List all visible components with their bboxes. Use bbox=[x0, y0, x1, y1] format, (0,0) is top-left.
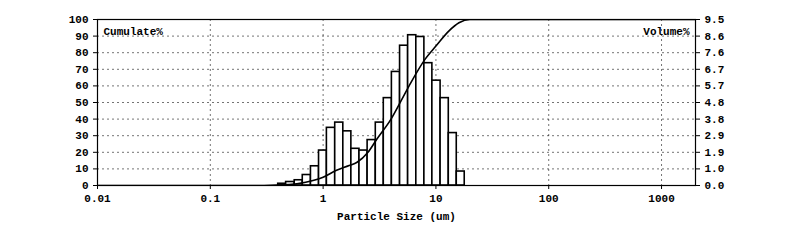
svg-text:4.8: 4.8 bbox=[705, 97, 725, 109]
svg-text:1.9: 1.9 bbox=[705, 147, 725, 159]
svg-text:Cumulate%: Cumulate% bbox=[104, 26, 164, 38]
svg-text:100: 100 bbox=[69, 14, 89, 26]
svg-text:60: 60 bbox=[75, 80, 88, 92]
svg-text:80: 80 bbox=[75, 47, 88, 59]
svg-text:0.1: 0.1 bbox=[200, 193, 220, 205]
svg-text:Volume%: Volume% bbox=[643, 26, 690, 38]
svg-text:2.9: 2.9 bbox=[705, 130, 725, 142]
svg-text:20: 20 bbox=[75, 147, 88, 159]
svg-text:30: 30 bbox=[75, 130, 88, 142]
svg-text:100: 100 bbox=[539, 193, 559, 205]
svg-text:40: 40 bbox=[75, 114, 88, 126]
svg-text:1.0: 1.0 bbox=[705, 163, 725, 175]
svg-text:6.7: 6.7 bbox=[705, 64, 725, 76]
svg-text:0: 0 bbox=[82, 180, 89, 192]
svg-text:10: 10 bbox=[75, 163, 88, 175]
svg-text:3.8: 3.8 bbox=[705, 114, 725, 126]
svg-text:5.7: 5.7 bbox=[705, 80, 725, 92]
svg-text:Particle Size (um): Particle Size (um) bbox=[337, 211, 456, 223]
svg-text:0.01: 0.01 bbox=[84, 193, 111, 205]
svg-text:8.6: 8.6 bbox=[705, 31, 725, 43]
svg-text:70: 70 bbox=[75, 64, 88, 76]
svg-text:1000: 1000 bbox=[648, 193, 674, 205]
svg-text:1: 1 bbox=[320, 193, 327, 205]
svg-text:90: 90 bbox=[75, 31, 88, 43]
svg-text:7.6: 7.6 bbox=[705, 47, 725, 59]
svg-text:10: 10 bbox=[429, 193, 442, 205]
svg-text:9.5: 9.5 bbox=[705, 14, 725, 26]
svg-text:0.0: 0.0 bbox=[705, 180, 725, 192]
svg-text:50: 50 bbox=[75, 97, 88, 109]
